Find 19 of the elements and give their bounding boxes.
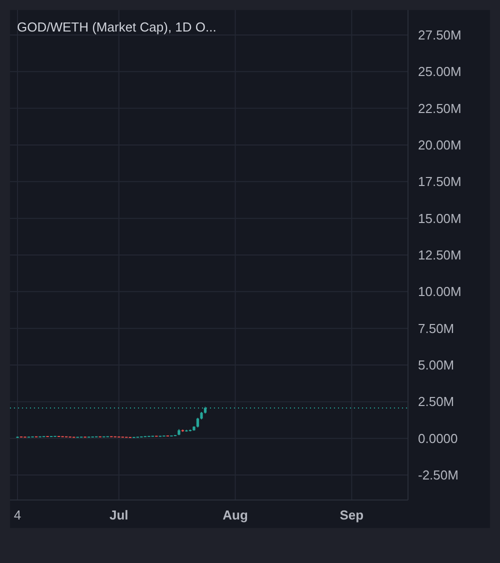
x-tick-label: Jul xyxy=(109,508,128,522)
y-tick-label: 5.00M xyxy=(418,358,454,373)
y-tick-label: 0.0000 xyxy=(418,430,458,446)
y-tick-label: 15.00M xyxy=(418,210,462,226)
y-tick-label: 17.50M xyxy=(418,174,462,190)
y-tick-label: 27.50M xyxy=(418,27,462,42)
y-tick-label: 12.50M xyxy=(418,248,462,262)
x-tick-label: 4 xyxy=(14,508,22,522)
y-tick-label: 2.50M xyxy=(418,394,454,410)
text: GOD/WETH (Market Cap), 1D O... xyxy=(17,20,216,34)
y-tick-label: -2.50M xyxy=(418,468,458,483)
y-tick-label: 10.00M xyxy=(418,284,462,300)
x-tick-label: Aug xyxy=(222,508,248,522)
y-tick-label: 20.00M xyxy=(418,137,462,152)
y-tick-label: 7.50M xyxy=(418,320,454,336)
y-tick-label: 25.00M xyxy=(418,64,462,80)
y-tick-label: 22.50M xyxy=(418,100,462,116)
x-tick-label: Sep xyxy=(340,508,364,522)
candlestick xyxy=(196,417,200,428)
